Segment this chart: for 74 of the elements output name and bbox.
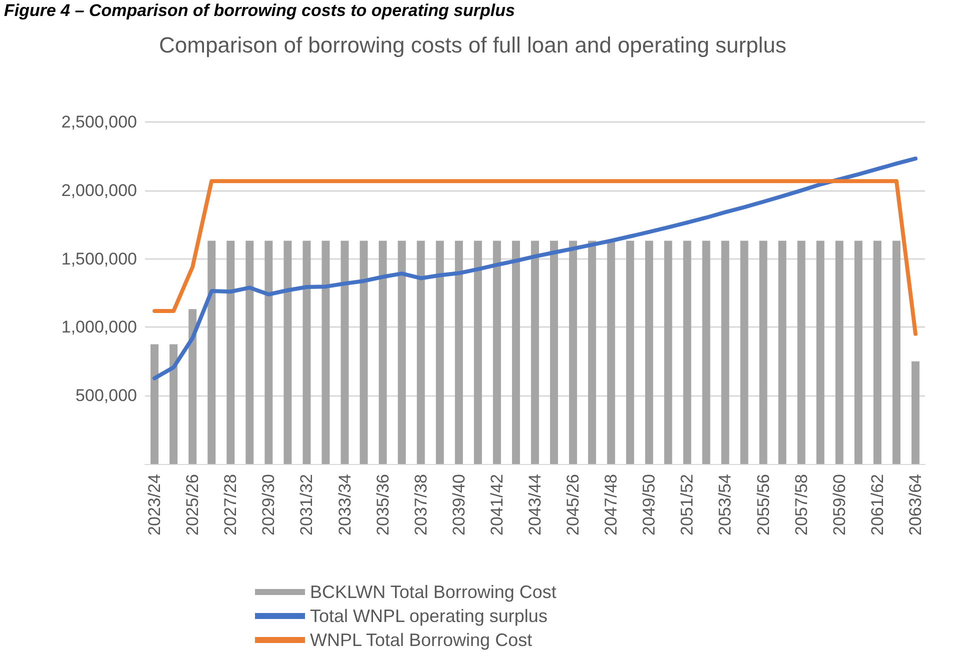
bar (588, 240, 596, 464)
bar (797, 240, 806, 464)
x-tick-label: 2063/64 (906, 474, 925, 536)
x-tick-label: 2055/56 (754, 474, 773, 536)
bar (892, 240, 900, 464)
x-tick-label: 2031/32 (297, 474, 316, 536)
bar (474, 240, 482, 464)
x-tick-label: 2037/38 (411, 474, 430, 536)
bar (398, 240, 406, 464)
x-tick-label: 2049/50 (640, 474, 659, 536)
x-tick-label: 2029/30 (259, 474, 278, 536)
bar (340, 240, 349, 464)
bar (302, 240, 311, 464)
x-tick-label: 2047/48 (602, 474, 621, 536)
bar (208, 240, 216, 464)
bar (188, 309, 197, 464)
x-tick-label: 2061/62 (868, 474, 887, 536)
bar (569, 240, 578, 464)
bar (721, 240, 730, 464)
line-series (152, 179, 918, 336)
y-tick-label: 500,000 (76, 386, 137, 406)
chart-title: Comparison of borrowing costs of full loan and operating surplus (159, 32, 786, 58)
bar (626, 240, 634, 464)
x-tick-label: 2057/58 (792, 474, 811, 536)
bar (512, 240, 520, 464)
bar (873, 240, 882, 464)
bar (664, 240, 672, 464)
bar (683, 240, 692, 464)
y-tick-label: 2,500,000 (61, 112, 137, 132)
bar (416, 240, 425, 464)
x-tick-label: 2039/40 (449, 474, 468, 536)
bar (911, 361, 920, 464)
y-tick-label: 2,000,000 (61, 180, 137, 200)
bar (378, 240, 387, 464)
line-series (152, 156, 918, 380)
y-tick-label: 1,500,000 (61, 249, 137, 268)
bar (284, 240, 292, 464)
legend-label: Total WNPL operating surplus (310, 606, 548, 626)
legend-label: WNPL Total Borrowing Cost (310, 630, 532, 650)
bar (816, 240, 824, 464)
bar (246, 240, 254, 464)
bar (759, 240, 768, 464)
bar (854, 240, 862, 464)
bar (550, 240, 558, 464)
bar (150, 344, 159, 464)
bar (492, 240, 501, 464)
bar (531, 240, 539, 464)
x-tick-label: 2033/34 (335, 474, 354, 536)
bar (226, 240, 235, 464)
x-tick-label: 2023/24 (145, 474, 164, 536)
bar (436, 240, 444, 464)
x-tick-label: 2051/52 (678, 474, 697, 536)
bar (607, 240, 616, 464)
x-tick-label: 2045/26 (564, 474, 583, 536)
x-tick-label: 2041/42 (487, 474, 506, 536)
bar (702, 240, 710, 464)
bar (645, 240, 654, 464)
legend-label: BCKLWN Total Borrowing Cost (310, 582, 556, 602)
y-tick-label: 1,000,000 (61, 318, 137, 337)
bar (835, 240, 844, 464)
x-tick-label: 2059/60 (830, 474, 849, 536)
bar (740, 240, 748, 464)
caption: Figure 4 – Comparison of borrowing costs to operating surplus (4, 1, 515, 20)
x-tick-label: 2025/26 (183, 474, 202, 536)
bar (170, 344, 178, 464)
x-tick-label: 2027/28 (221, 474, 240, 536)
x-tick-label: 2053/54 (716, 474, 735, 536)
bar (778, 240, 786, 464)
x-tick-label: 2043/44 (526, 474, 544, 536)
bar (264, 240, 273, 464)
bar (454, 240, 463, 464)
bar (322, 240, 330, 464)
bar (360, 240, 368, 464)
x-tick-label: 2035/36 (373, 474, 392, 536)
